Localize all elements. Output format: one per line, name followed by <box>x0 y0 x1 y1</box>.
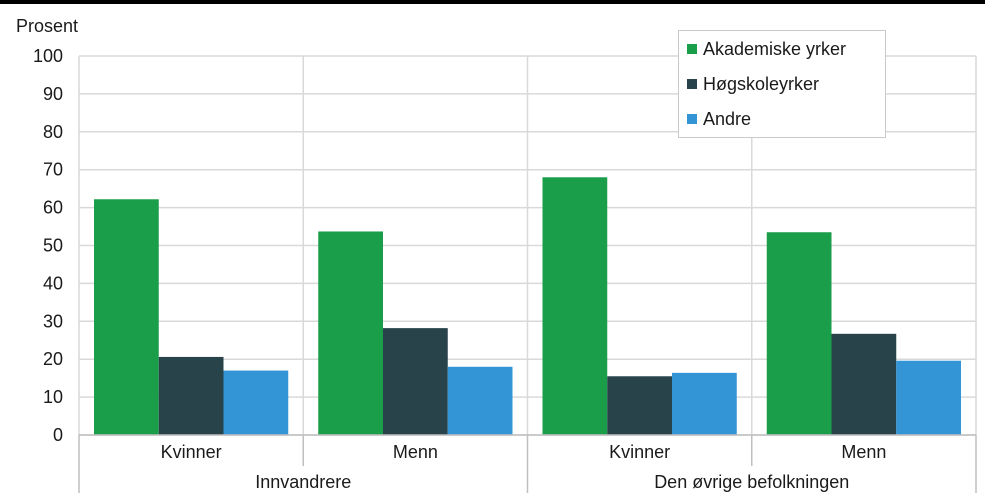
y-tick-label: 0 <box>53 425 63 445</box>
legend-item-andre: Andre <box>687 108 751 130</box>
y-tick-label: 100 <box>33 46 63 66</box>
legend-label-hogskoleyrker: Høgskoleyrker <box>703 73 820 94</box>
bar-høgskoleyrker-4 <box>831 333 897 435</box>
y-tick-label: 60 <box>43 198 63 218</box>
x-group-label: Den øvrige befolkningen <box>654 472 849 492</box>
x-category-label: Menn <box>841 442 886 462</box>
y-axis-ticks: 0 10 20 30 40 50 60 70 80 90 100 <box>33 46 63 445</box>
y-tick-label: 80 <box>43 122 63 142</box>
legend-swatch-andre <box>687 114 697 124</box>
x-category-label: Menn <box>393 442 438 462</box>
bar-akademiske-yrker-3 <box>542 177 608 435</box>
y-axis-title: Prosent <box>16 16 78 36</box>
x-category-label: Kvinner <box>161 442 222 462</box>
bar-høgskoleyrker-3 <box>607 376 672 435</box>
bars <box>94 177 961 435</box>
x-axis: Kvinner Menn Kvinner Menn Innvandrere Den øvr… <box>78 434 977 493</box>
y-tick-label: 50 <box>43 236 63 256</box>
top-rule <box>0 0 985 4</box>
y-tick-label: 40 <box>43 273 63 293</box>
bar-akademiske-yrker-2 <box>318 231 383 435</box>
legend-label-andre: Andre <box>703 108 752 129</box>
bar-andre-2 <box>447 366 513 435</box>
y-tick-label: 20 <box>43 349 63 369</box>
y-tick-label: 10 <box>43 387 63 407</box>
x-category-label: Kvinner <box>609 442 670 462</box>
bar-andre-3 <box>672 372 737 435</box>
bar-andre-1 <box>223 370 289 435</box>
bar-andre-4 <box>896 360 961 435</box>
legend: Akademiske yrker Høgskoleyrker Andre <box>678 30 886 138</box>
y-tick-label: 30 <box>43 311 63 331</box>
legend-label-akademiske-yrker: Akademiske yrker <box>703 38 847 59</box>
x-group-label: Innvandrere <box>255 472 351 492</box>
bar-akademiske-yrker-4 <box>766 232 832 435</box>
legend-swatch-hogskoleyrker <box>687 79 697 89</box>
y-tick-label: 90 <box>43 84 63 104</box>
bar-akademiske-yrker-1 <box>94 199 159 435</box>
y-tick-label: 70 <box>43 160 63 180</box>
legend-item-akademiske-yrker: Akademiske yrker <box>687 38 846 60</box>
bar-høgskoleyrker-2 <box>383 328 448 435</box>
bar-høgskoleyrker-1 <box>158 356 224 435</box>
legend-item-hogskoleyrker: Høgskoleyrker <box>687 73 819 95</box>
legend-swatch-akademiske-yrker <box>687 44 697 54</box>
